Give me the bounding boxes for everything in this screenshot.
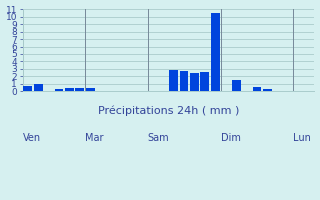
Bar — [263, 89, 272, 91]
Text: Lun: Lun — [293, 133, 311, 143]
Bar — [34, 84, 43, 91]
Bar — [23, 86, 32, 91]
Bar — [200, 72, 209, 91]
Text: Mar: Mar — [85, 133, 104, 143]
Bar — [232, 80, 241, 91]
Bar — [55, 89, 63, 91]
Bar — [180, 71, 188, 91]
Text: Dim: Dim — [220, 133, 240, 143]
Text: Sam: Sam — [148, 133, 169, 143]
Bar — [211, 13, 220, 91]
Bar — [252, 87, 261, 91]
Bar — [76, 88, 84, 91]
Bar — [86, 88, 95, 91]
Bar — [65, 88, 74, 91]
Bar — [190, 73, 199, 91]
Text: Ven: Ven — [23, 133, 41, 143]
X-axis label: Précipitations 24h ( mm ): Précipitations 24h ( mm ) — [98, 105, 239, 116]
Bar — [169, 70, 178, 91]
